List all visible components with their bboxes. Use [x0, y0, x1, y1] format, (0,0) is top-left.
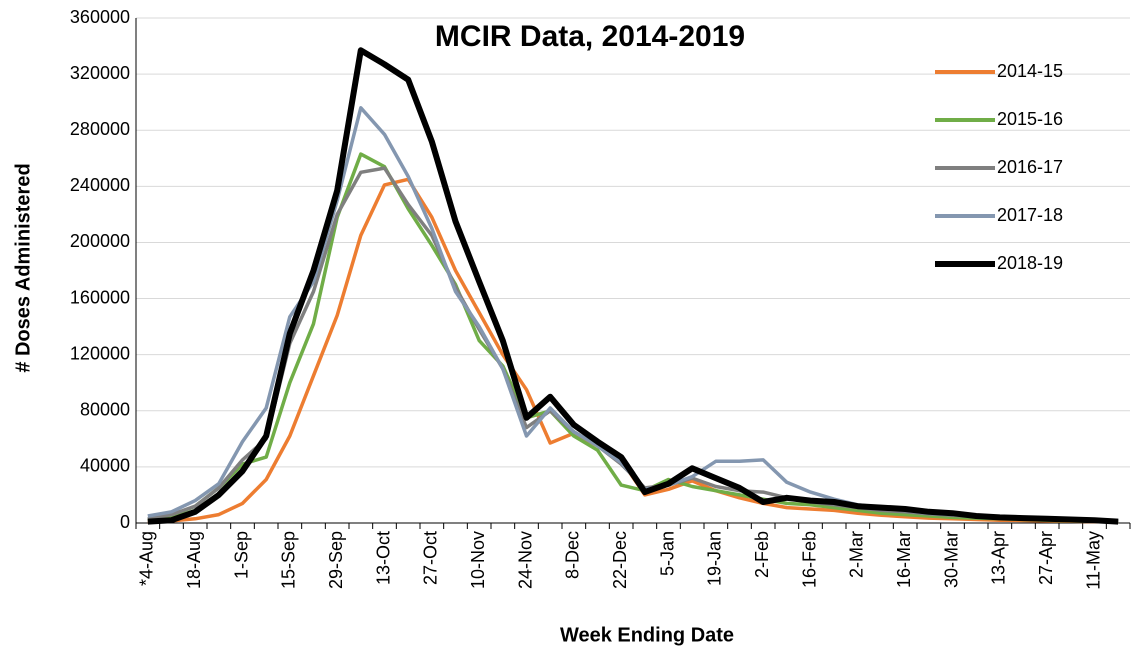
x-tick-label: 11-May: [1083, 531, 1103, 590]
x-tick-label: 27-Oct: [421, 531, 441, 585]
legend-label: 2017-18: [997, 205, 1063, 225]
legend-label: 2014-15: [997, 61, 1063, 81]
y-tick-label: 160000: [70, 287, 130, 307]
x-tick-label: 10-Nov: [468, 531, 488, 589]
y-tick-label: 320000: [70, 63, 130, 83]
chart-title: MCIR Data, 2014-2019: [435, 20, 745, 53]
x-tick-label: 16-Feb: [799, 531, 819, 588]
legend-label: 2016-17: [997, 157, 1063, 177]
x-axis-title: Week Ending Date: [560, 624, 734, 646]
series-line: [147, 166, 1119, 524]
x-tick-label: 27-Apr: [1036, 531, 1056, 585]
series-line: [147, 152, 1119, 524]
series-line: [147, 47, 1119, 525]
y-tick-label: 240000: [70, 175, 130, 195]
y-tick-label: 40000: [80, 456, 130, 476]
y-tick-label: 80000: [80, 400, 130, 420]
x-tick-label: 1-Sep: [231, 531, 251, 579]
x-tick-label: *4-Aug: [137, 531, 157, 586]
y-tick-label: 120000: [70, 343, 130, 363]
x-tick-label: 29-Sep: [326, 531, 346, 589]
x-tick-label: 19-Jan: [705, 531, 725, 586]
legend-label: 2018-19: [997, 253, 1063, 273]
x-tick-label: 13-Apr: [989, 531, 1009, 585]
y-tick-label: 0: [120, 512, 130, 532]
y-tick-label: 360000: [70, 7, 130, 27]
x-tick-label: 13-Oct: [373, 531, 393, 585]
x-tick-label: 8-Dec: [563, 531, 583, 579]
x-tick-label: 5-Jan: [657, 531, 677, 576]
x-tick-label: 18-Aug: [184, 531, 204, 589]
x-tick-label: 22-Dec: [610, 531, 630, 589]
x-tick-label: 30-Mar: [941, 531, 961, 588]
x-tick-label: 2-Mar: [847, 531, 867, 578]
legend-label: 2015-16: [997, 109, 1063, 129]
y-tick-label: 280000: [70, 119, 130, 139]
x-tick-label: 24-Nov: [515, 531, 535, 589]
y-tick-label: 200000: [70, 231, 130, 251]
x-tick-label: 16-Mar: [894, 531, 914, 588]
x-tick-label: 2-Feb: [752, 531, 772, 578]
x-tick-label: 15-Sep: [279, 531, 299, 589]
y-axis-title: # Doses Administered: [12, 163, 34, 372]
